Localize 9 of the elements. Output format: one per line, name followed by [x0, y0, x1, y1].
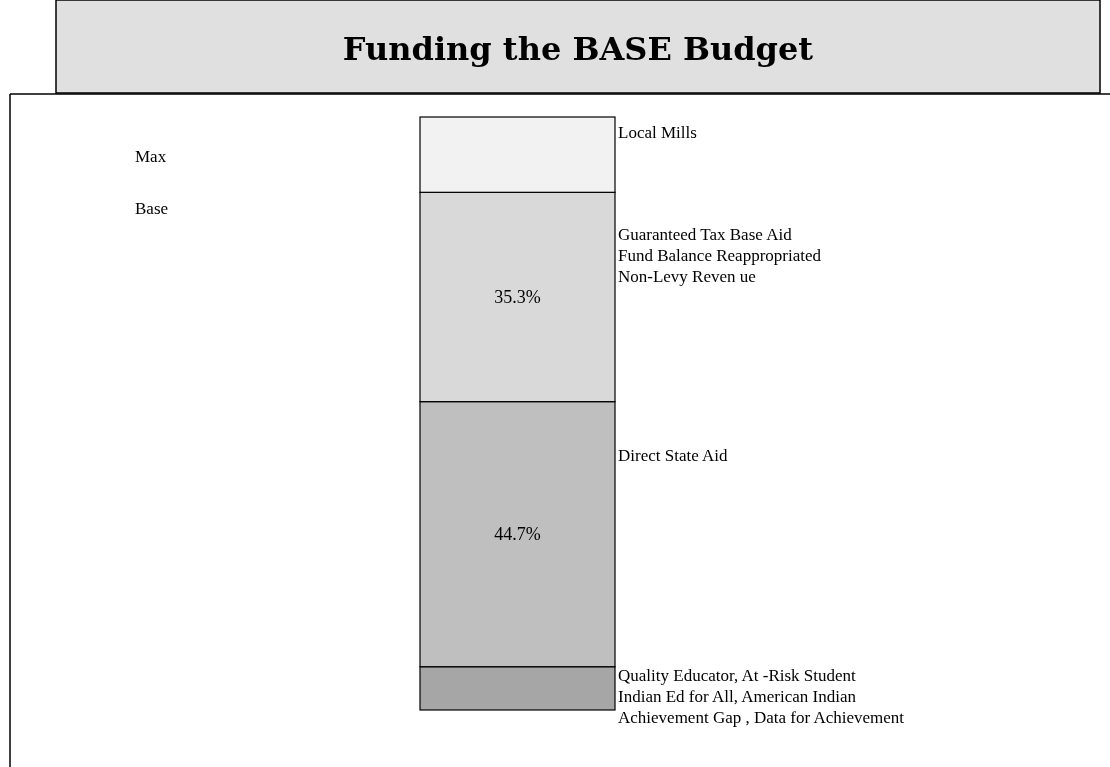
- text: Max: [135, 147, 167, 166]
- text: Base: [135, 199, 169, 218]
- series-label: Quality Educator, At -Risk Student Indian Ed for All, American Indian Achievement Gap , Data for Achievement: [618, 666, 905, 728]
- data-label: 35.3%: [494, 286, 541, 307]
- chart-title: Funding the BASE Budget: [342, 30, 814, 68]
- data-label: 44.7%: [494, 524, 541, 545]
- series-label: Local Mills: [618, 123, 697, 143]
- series-label: Guaranteed Tax Base Aid Fund Balance Reappropriated Non-Levy Reven ue: [618, 225, 822, 287]
- series-label: Direct State Aid: [618, 445, 729, 465]
